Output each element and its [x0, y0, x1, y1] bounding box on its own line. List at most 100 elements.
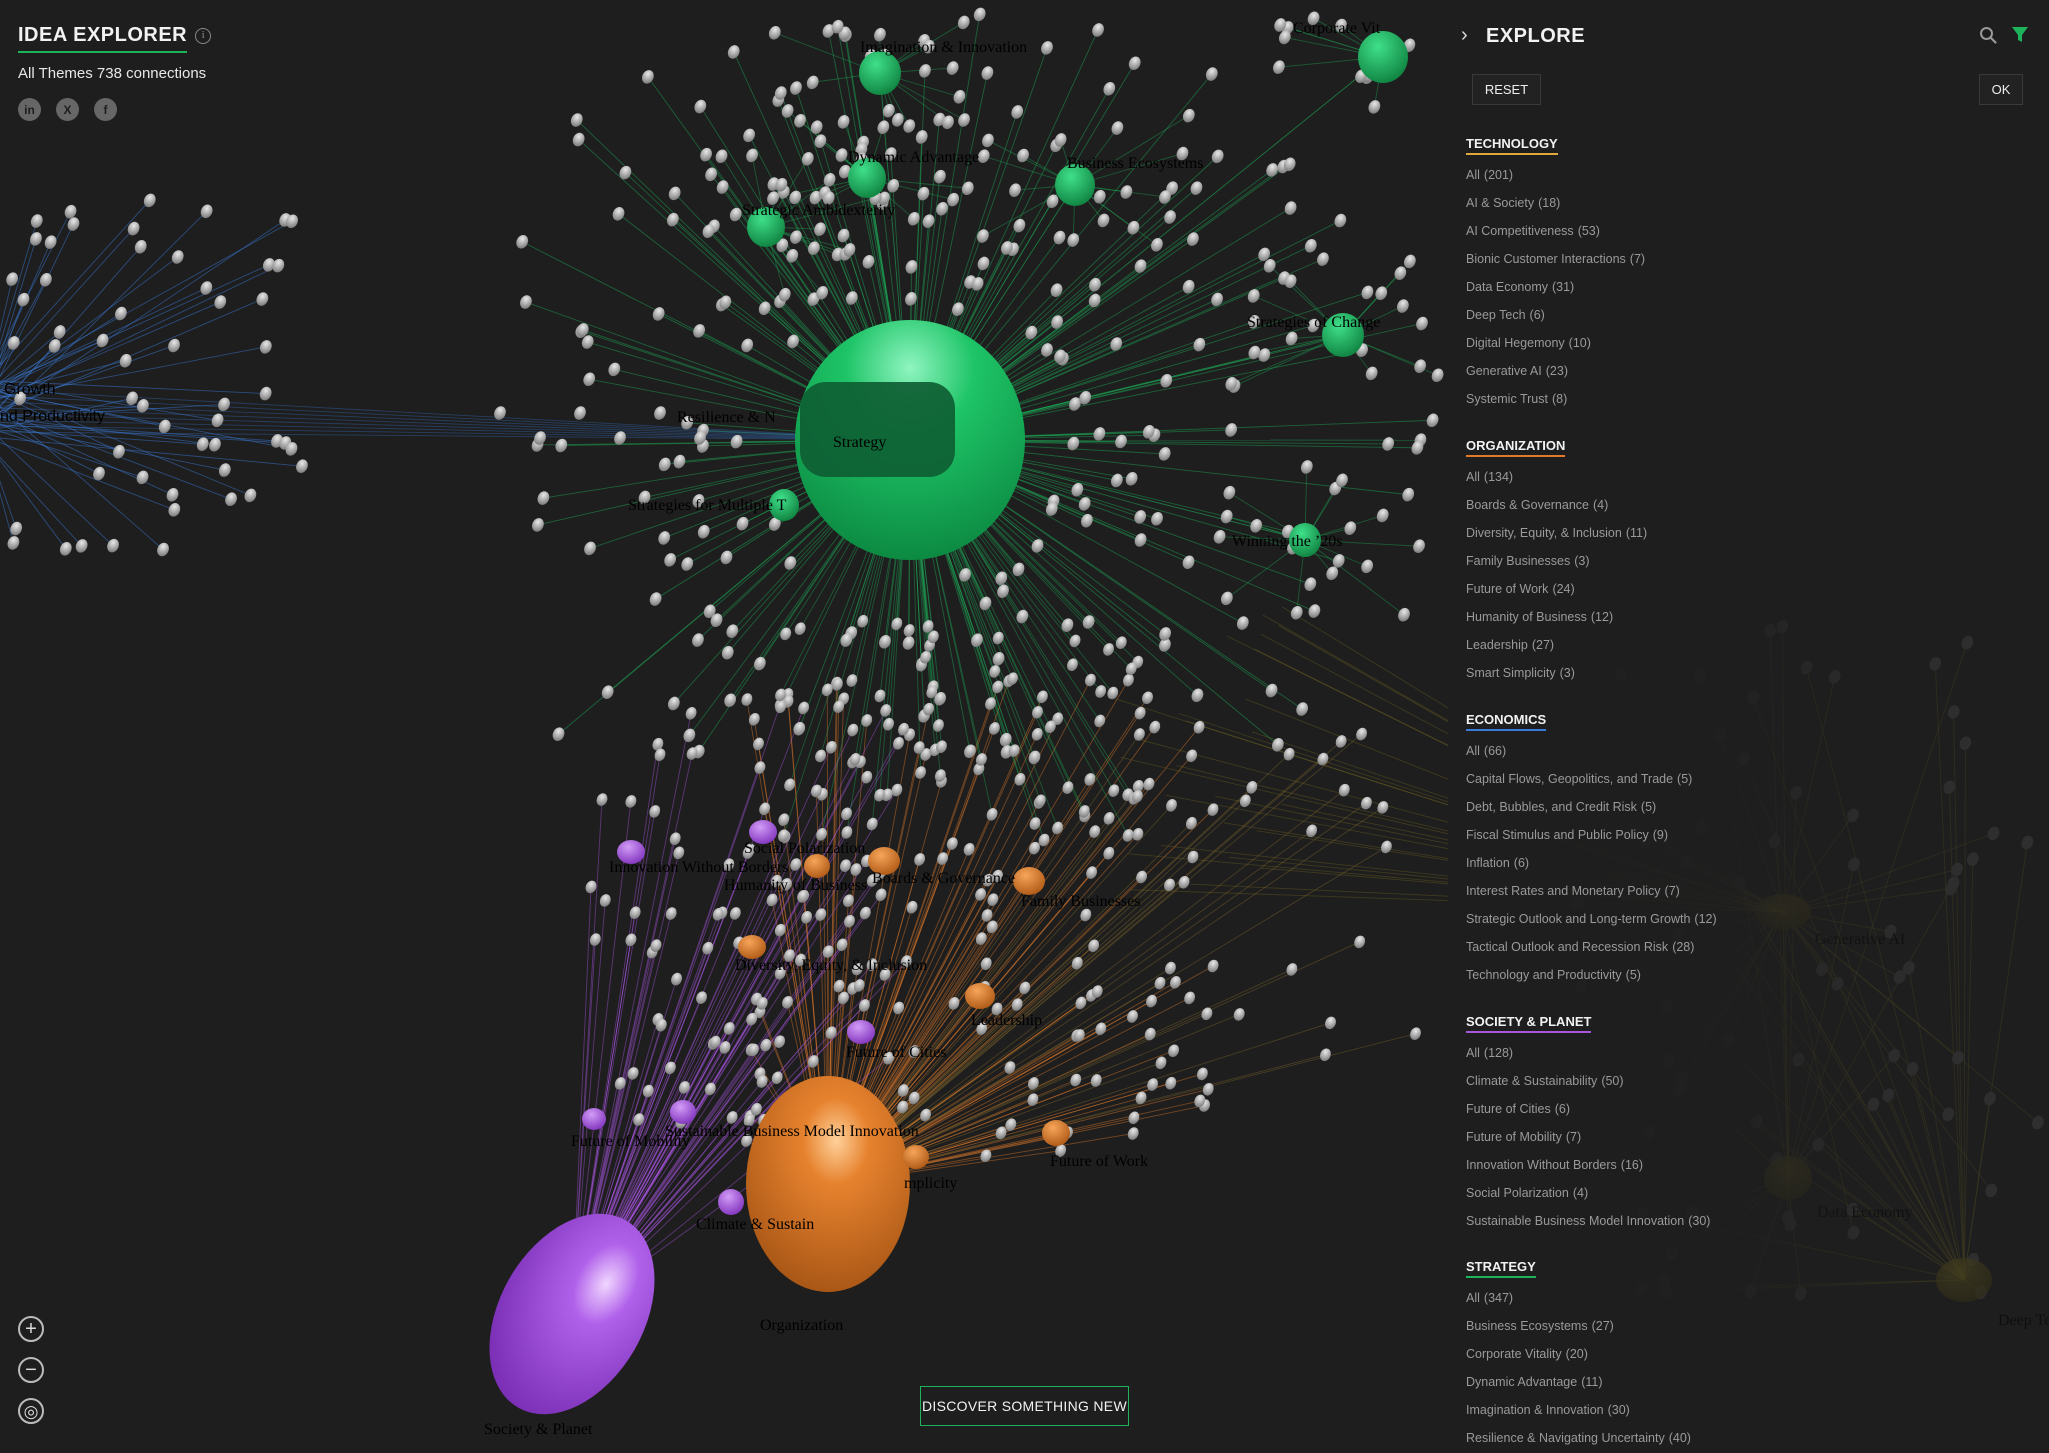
- article-node[interactable]: [700, 223, 716, 240]
- article-node[interactable]: [872, 688, 887, 704]
- article-node[interactable]: [294, 457, 310, 474]
- article-node[interactable]: [980, 132, 996, 149]
- article-node[interactable]: [722, 1020, 737, 1036]
- zoom-out-button[interactable]: −: [18, 1357, 44, 1383]
- article-node[interactable]: [134, 469, 150, 486]
- organization-hub-node[interactable]: [746, 1076, 910, 1292]
- article-node[interactable]: [1053, 1143, 1068, 1159]
- filter-item[interactable]: Interest Rates and Monetary Policy (7): [1466, 877, 1717, 905]
- article-node[interactable]: [1143, 1026, 1158, 1042]
- article-node[interactable]: [12, 390, 28, 407]
- article-node[interactable]: [824, 739, 839, 755]
- article-node[interactable]: [649, 938, 664, 954]
- article-node[interactable]: [885, 177, 901, 194]
- article-node[interactable]: [550, 726, 566, 743]
- humanity-node[interactable]: [804, 854, 830, 878]
- article-node[interactable]: [1134, 1090, 1149, 1106]
- filter-item[interactable]: Family Businesses (3): [1466, 547, 1647, 575]
- sbmi-node[interactable]: [670, 1100, 696, 1124]
- article-node[interactable]: [1189, 687, 1205, 704]
- article-node[interactable]: [921, 212, 937, 229]
- article-node[interactable]: [726, 43, 742, 60]
- article-node[interactable]: [636, 489, 652, 506]
- article-node[interactable]: [1248, 517, 1264, 534]
- article-node[interactable]: [932, 168, 948, 185]
- article-node[interactable]: [1126, 1125, 1141, 1141]
- imagination-node[interactable]: [859, 51, 901, 95]
- article-node[interactable]: [1219, 508, 1235, 525]
- article-node[interactable]: [912, 739, 927, 755]
- article-node[interactable]: [788, 856, 803, 872]
- article-node[interactable]: [1092, 188, 1108, 205]
- article-node[interactable]: [1105, 685, 1120, 701]
- discover-button[interactable]: DISCOVER SOMETHING NEW: [920, 1386, 1129, 1426]
- article-node[interactable]: [872, 787, 887, 803]
- article-node[interactable]: [6, 334, 22, 351]
- filter-section-heading[interactable]: TECHNOLOGY: [1466, 136, 1558, 155]
- social-polarization-label[interactable]: Social Polarization: [744, 840, 865, 857]
- article-node[interactable]: [1065, 231, 1081, 248]
- article-node[interactable]: [1305, 317, 1321, 334]
- article-node[interactable]: [813, 748, 828, 764]
- article-node[interactable]: [899, 953, 914, 969]
- article-node[interactable]: [729, 433, 745, 450]
- article-node[interactable]: [207, 436, 223, 453]
- business-ecosystems-node[interactable]: [1055, 164, 1095, 206]
- article-node[interactable]: [932, 690, 948, 707]
- article-node[interactable]: [1033, 793, 1048, 809]
- leadership-node[interactable]: [965, 983, 995, 1009]
- article-node[interactable]: [679, 414, 695, 431]
- article-node[interactable]: [43, 233, 59, 250]
- article-node[interactable]: [782, 554, 798, 571]
- filter-section-heading[interactable]: ECONOMICS: [1466, 712, 1547, 731]
- article-node[interactable]: [1304, 823, 1319, 839]
- article-node[interactable]: [1072, 1027, 1087, 1043]
- article-node[interactable]: [623, 793, 638, 809]
- article-node[interactable]: [1095, 212, 1111, 229]
- article-node[interactable]: [914, 128, 930, 145]
- article-node[interactable]: [612, 429, 628, 446]
- article-node[interactable]: [628, 905, 643, 921]
- article-node[interactable]: [91, 465, 107, 482]
- article-node[interactable]: [1359, 558, 1375, 575]
- article-node[interactable]: [170, 248, 186, 265]
- article-node[interactable]: [1106, 783, 1121, 799]
- article-node[interactable]: [1114, 635, 1129, 651]
- article-node[interactable]: [1408, 1026, 1423, 1042]
- filter-item[interactable]: All (201): [1466, 161, 1645, 189]
- article-node[interactable]: [987, 663, 1002, 679]
- article-node[interactable]: [518, 293, 534, 310]
- article-node[interactable]: [767, 24, 783, 41]
- article-node[interactable]: [258, 338, 274, 355]
- article-node[interactable]: [1092, 713, 1107, 729]
- article-node[interactable]: [976, 147, 992, 164]
- article-node[interactable]: [800, 150, 816, 167]
- article-node[interactable]: [1270, 736, 1286, 753]
- resilience-label[interactable]: Resilience & N: [677, 409, 776, 426]
- filter-section-heading[interactable]: SOCIETY & PLANET: [1466, 1014, 1592, 1033]
- article-node[interactable]: [741, 845, 756, 861]
- article-node[interactable]: [860, 253, 876, 270]
- article-node[interactable]: [242, 487, 258, 504]
- article-node[interactable]: [985, 919, 1000, 935]
- dynamic-advantage-label[interactable]: Dynamic Advantage: [848, 149, 979, 166]
- article-node[interactable]: [1164, 797, 1179, 813]
- article-node[interactable]: [703, 1081, 718, 1097]
- article-node[interactable]: [648, 590, 664, 607]
- article-node[interactable]: [1059, 617, 1075, 634]
- filter-item[interactable]: Future of Mobility (7): [1466, 1123, 1710, 1151]
- article-node[interactable]: [806, 239, 822, 256]
- filter-item[interactable]: Digital Hegemony (10): [1466, 329, 1645, 357]
- article-node[interactable]: [74, 537, 90, 554]
- article-node[interactable]: [1130, 788, 1145, 804]
- article-node[interactable]: [773, 699, 788, 715]
- article-node[interactable]: [1077, 803, 1092, 819]
- article-node[interactable]: [998, 731, 1014, 748]
- article-node[interactable]: [1132, 726, 1147, 742]
- article-node[interactable]: [839, 806, 854, 822]
- article-node[interactable]: [895, 1099, 910, 1115]
- article-node[interactable]: [1246, 313, 1262, 330]
- filter-item[interactable]: AI Competitiveness (53): [1466, 217, 1645, 245]
- article-node[interactable]: [582, 540, 598, 557]
- article-node[interactable]: [1264, 682, 1280, 699]
